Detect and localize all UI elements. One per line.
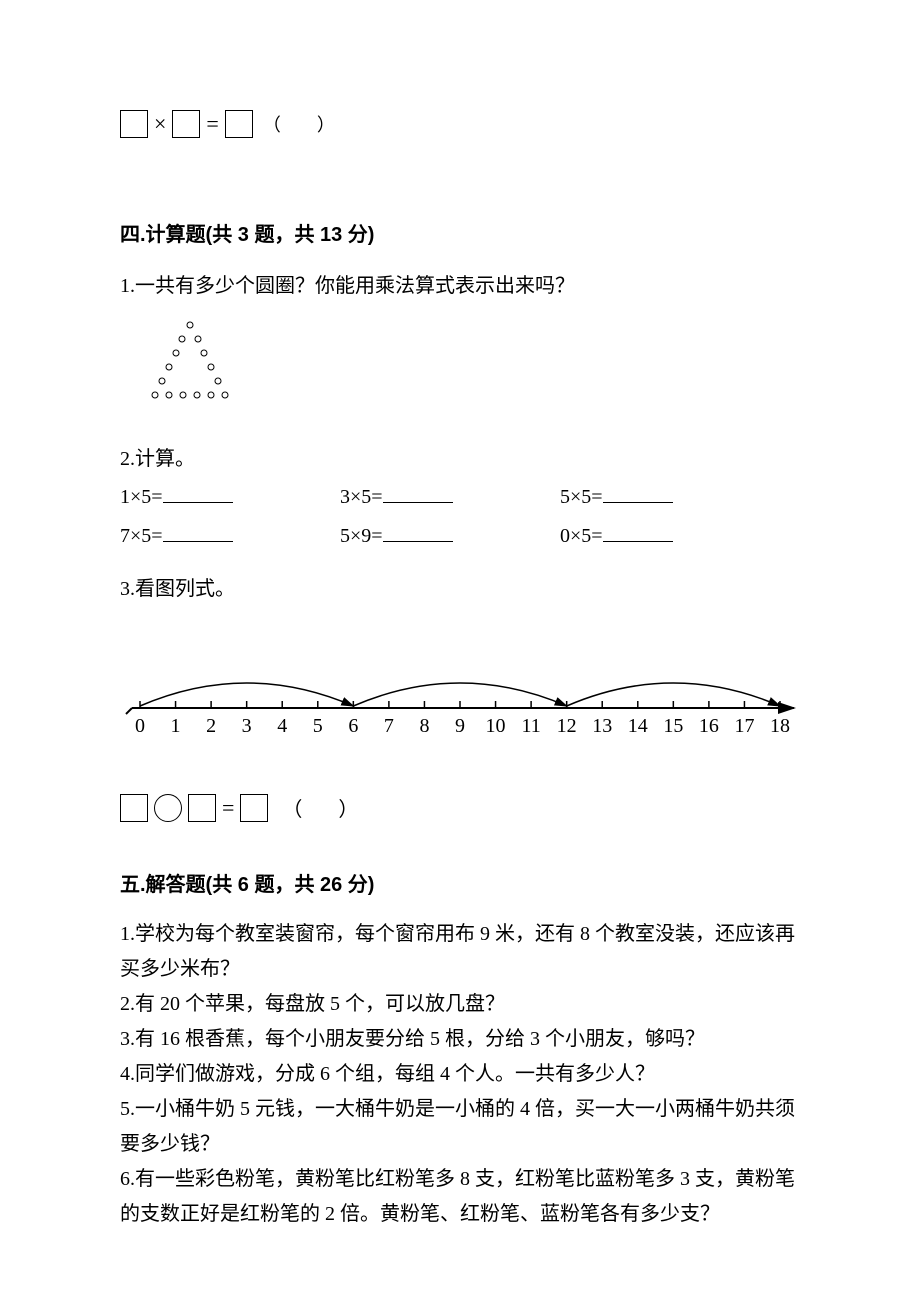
svg-text:2: 2: [206, 715, 216, 737]
svg-text:6: 6: [348, 715, 358, 737]
page: × = （ ） 四.计算题(共 3 题，共 13 分) 1.一共有多少个圆圈？你…: [0, 0, 920, 1272]
blank-line: [163, 523, 233, 542]
section5-q6: 6.有一些彩色粉笔，黄粉笔比红粉笔多 8 支，红粉笔比蓝粉笔多 3 支，黄粉笔的…: [120, 1162, 800, 1232]
times-symbol: ×: [154, 111, 166, 137]
paren-close: ）: [338, 793, 358, 822]
svg-text:13: 13: [592, 715, 612, 737]
blank-line: [163, 484, 233, 503]
section5-heading: 五.解答题(共 6 题，共 26 分): [120, 868, 800, 897]
section5-q2: 2.有 20 个苹果，每盘放 5 个，可以放几盘？: [120, 987, 800, 1022]
section5-questions: 1.学校为每个教室装窗帘，每个窗帘用布 9 米，还有 8 个教室没装，还应该再买…: [120, 917, 800, 1232]
svg-text:9: 9: [455, 715, 465, 737]
section5-q1: 1.学校为每个教室装窗帘，每个窗帘用布 9 米，还有 8 个教室没装，还应该再买…: [120, 917, 800, 987]
svg-text:14: 14: [628, 715, 648, 737]
svg-text:10: 10: [486, 715, 506, 737]
svg-text:15: 15: [663, 715, 683, 737]
svg-text:11: 11: [521, 715, 540, 737]
circle-op-icon: [154, 794, 182, 822]
box-icon: [120, 110, 148, 138]
box-icon: [172, 110, 200, 138]
calc-item: 0×5=: [560, 523, 780, 548]
calc-item: 7×5=: [120, 523, 340, 548]
blank-line: [383, 484, 453, 503]
box-icon: [120, 794, 148, 822]
svg-text:17: 17: [734, 715, 754, 737]
section5-q4: 4.同学们做游戏，分成 6 个组，每组 4 个人。一共有多少人？: [120, 1057, 800, 1092]
box-icon: [240, 794, 268, 822]
section5-q3: 3.有 16 根香蕉，每个小朋友要分给 5 根，分给 3 个小朋友，够吗？: [120, 1022, 800, 1057]
svg-text:1: 1: [171, 715, 181, 737]
calc-item: 3×5=: [340, 484, 560, 509]
calc-row-1: 1×5= 3×5= 5×5=: [120, 484, 800, 509]
triangle-circles-figure: [140, 317, 800, 412]
svg-text:8: 8: [419, 715, 429, 737]
equals-symbol: =: [206, 111, 218, 137]
calc-expr: 0×5=: [560, 525, 603, 547]
section4-q2-label: 2.计算。: [120, 440, 800, 478]
svg-text:7: 7: [384, 715, 394, 737]
paren-close: ）: [317, 111, 335, 137]
calc-expr: 3×5=: [340, 486, 383, 508]
calc-expr: 5×9=: [340, 525, 383, 547]
calc-item: 1×5=: [120, 484, 340, 509]
section4-heading: 四.计算题(共 3 题，共 13 分): [120, 218, 800, 247]
calc-item: 5×9=: [340, 523, 560, 548]
svg-text:4: 4: [277, 715, 287, 737]
calc-expr: 5×5=: [560, 486, 603, 508]
equals-symbol: =: [222, 795, 234, 821]
section4-q1: 1.一共有多少个圆圈？你能用乘法算式表示出来吗？: [120, 267, 800, 305]
blank-line: [603, 523, 673, 542]
equation-bottom: = （ ）: [120, 793, 800, 822]
section5-q5: 5.一小桶牛奶 5 元钱，一大桶牛奶是一小桶的 4 倍，买一大一小两桶牛奶共须要…: [120, 1092, 800, 1162]
svg-text:12: 12: [557, 715, 577, 737]
blank-line: [383, 523, 453, 542]
svg-text:5: 5: [313, 715, 323, 737]
paren-open: （: [282, 793, 302, 822]
calc-row-2: 7×5= 5×9= 0×5=: [120, 523, 800, 548]
equation-top: × = （ ）: [120, 110, 800, 138]
section4-q3-label: 3.看图列式。: [120, 570, 800, 608]
calc-expr: 1×5=: [120, 486, 163, 508]
svg-text:18: 18: [770, 715, 790, 737]
svg-text:3: 3: [242, 715, 252, 737]
calc-expr: 7×5=: [120, 525, 163, 547]
paren-open: （: [263, 111, 281, 137]
box-icon: [225, 110, 253, 138]
box-icon: [188, 794, 216, 822]
calc-item: 5×5=: [560, 484, 780, 509]
number-line-figure: 0123456789101112131415161718: [120, 638, 800, 753]
blank-line: [603, 484, 673, 503]
svg-text:16: 16: [699, 715, 719, 737]
svg-text:0: 0: [135, 715, 145, 737]
